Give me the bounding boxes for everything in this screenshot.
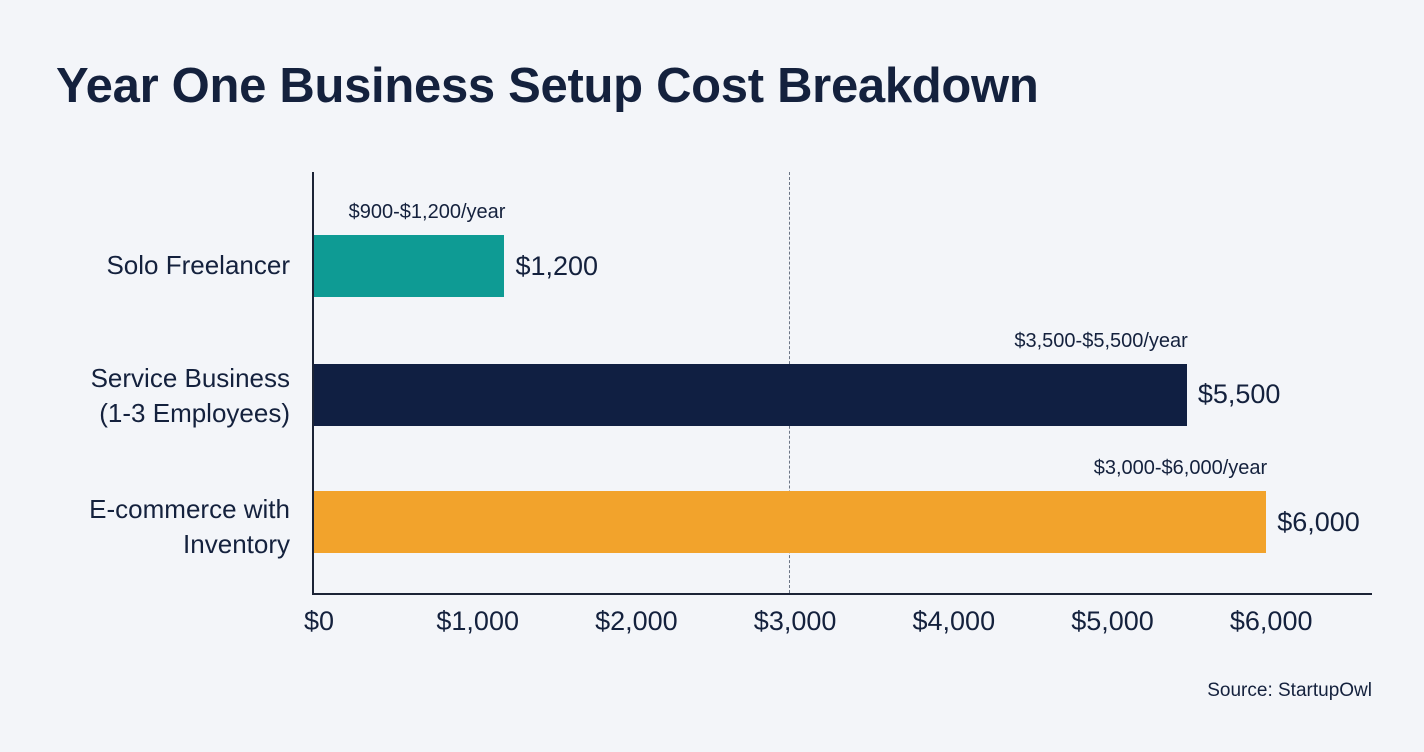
category-label-service-business: Service Business (1-3 Employees) xyxy=(91,361,290,431)
x-tick-label: $5,000 xyxy=(1071,606,1154,636)
category-label-line: (1-3 Employees) xyxy=(99,398,290,428)
x-tick-label: $4,000 xyxy=(912,606,996,636)
x-tick-label: $3,000 xyxy=(753,606,837,636)
x-tick-label: $6,000 xyxy=(1229,606,1313,636)
category-label-line: Service Business xyxy=(90,363,290,393)
x-tick-label: $0 xyxy=(303,606,335,636)
value-label-ecommerce: $6,000 xyxy=(1277,507,1360,537)
range-label-service-business: $3,500-$5,500/year xyxy=(1014,330,1188,352)
range-label-solo-freelancer: $900-$1,200/year xyxy=(348,201,506,223)
x-tick-label: $2,000 xyxy=(595,606,678,636)
category-label-ecommerce: E-commerce with Inventory xyxy=(89,492,290,562)
value-label-solo-freelancer: $1,200 xyxy=(515,251,599,281)
category-label-solo-freelancer: Solo Freelancer xyxy=(106,248,290,283)
bar-ecommerce xyxy=(314,491,1267,553)
x-axis-line xyxy=(312,593,1372,595)
bar-solo-freelancer xyxy=(314,235,505,297)
y-axis-line xyxy=(312,172,314,595)
x-tick-label: $1,000 xyxy=(436,606,519,636)
bar-service-business xyxy=(314,364,1187,426)
category-label-line: Inventory xyxy=(183,529,290,559)
range-label-ecommerce: $3,000-$6,000/year xyxy=(1093,457,1268,479)
category-label-line: E-commerce with xyxy=(89,494,290,524)
source-note: Source: StartupOwl xyxy=(1207,680,1372,701)
value-label-service-business: $5,500 xyxy=(1197,379,1281,409)
chart-title: Year One Business Setup Cost Breakdown xyxy=(56,59,1039,113)
category-label-line: Solo Freelancer xyxy=(106,250,290,280)
